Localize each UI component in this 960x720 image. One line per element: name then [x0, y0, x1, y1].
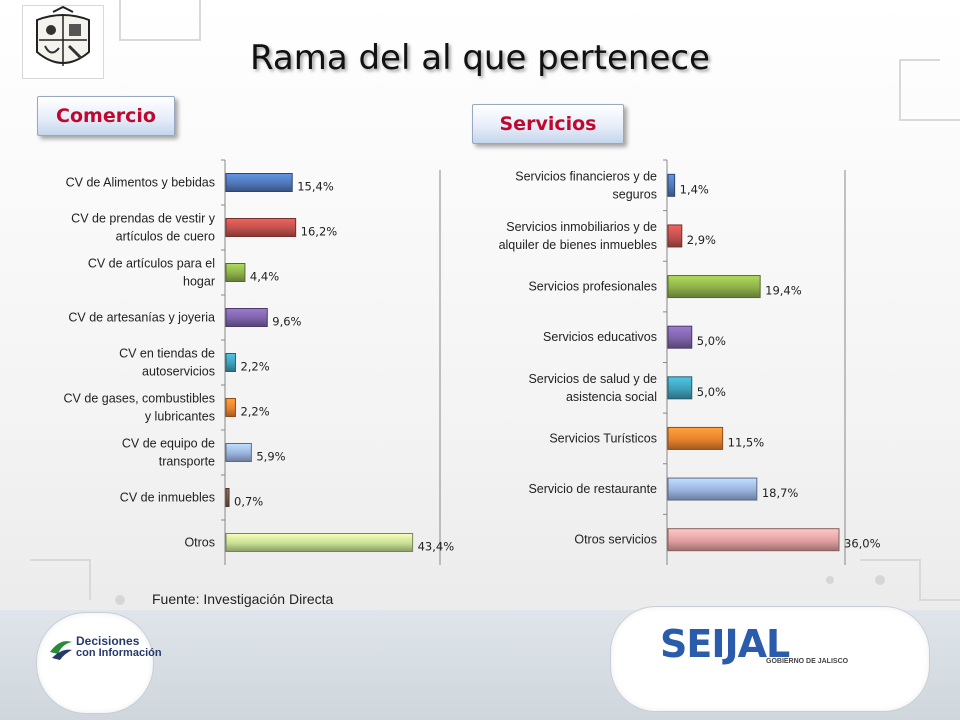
bar-1: [225, 173, 293, 192]
category-label: y lubricantes: [145, 410, 215, 424]
servicios-section-label: Servicios: [472, 104, 624, 144]
data-label: 19,4%: [765, 284, 802, 298]
data-label: 43,4%: [418, 540, 455, 554]
seijal-logo: SEIJAL: [660, 622, 790, 666]
category-label: alquiler de bienes inmuebles: [499, 238, 657, 252]
source-note: Fuente: Investigación Directa: [152, 591, 334, 607]
bar-2: [667, 224, 683, 248]
comercio-section-label: Comercio: [37, 96, 175, 136]
category-label: Otros: [184, 536, 215, 550]
category-label: Servicios educativos: [543, 330, 657, 344]
category-label: CV de inmuebles: [120, 491, 215, 505]
bar-7: [225, 443, 252, 462]
category-label: Servicios Turísticos: [549, 431, 657, 445]
footer-right-badge: [610, 606, 930, 712]
category-label: autoservicios: [142, 365, 215, 379]
bar-6: [225, 398, 236, 417]
comercio-bar-chart: 15,4% CV de Alimentos y bebidas 16,2% CV de…: [20, 159, 454, 570]
servicios-chart-svg: 1,4% Servicios financieros y de seguros 2,9…: [499, 159, 881, 565]
category-label: CV de Alimentos y bebidas: [66, 176, 215, 190]
bar-3: [667, 275, 761, 299]
servicios-bar-chart: 1,4% Servicios financieros y de seguros 2,9…: [440, 159, 881, 570]
category-label: Otros servicios: [574, 533, 657, 547]
category-label: CV de gases, combustibles: [64, 392, 215, 406]
bar-4: [667, 325, 693, 349]
category-label: Servicio de restaurante: [528, 482, 657, 496]
category-label: CV de artesanías y joyeria: [68, 311, 215, 325]
data-label: 16,2%: [301, 225, 338, 239]
bar-5: [225, 353, 236, 372]
data-label: 4,4%: [250, 270, 279, 284]
footer-left-badge: [36, 612, 154, 714]
data-label: 9,6%: [272, 315, 301, 329]
data-label: 2,9%: [687, 233, 716, 247]
category-label: seguros: [613, 187, 657, 201]
decisiones-logo: Decisiones con Información: [48, 634, 162, 668]
data-label: 0,7%: [234, 495, 263, 509]
category-label: Servicios de salud y de: [528, 372, 657, 386]
bar-3: [225, 263, 246, 282]
data-label: 2,2%: [240, 405, 269, 419]
category-label: hogar: [183, 275, 215, 289]
bar-6: [667, 426, 724, 450]
category-label: transporte: [159, 455, 215, 469]
category-label: CV de equipo de: [122, 437, 215, 451]
data-label: 5,0%: [697, 334, 726, 348]
bar-7: [667, 477, 758, 501]
data-label: 15,4%: [297, 180, 334, 194]
category-label: artículos de cuero: [116, 230, 215, 244]
category-label: asistencia social: [566, 390, 657, 404]
category-label: Servicios profesionales: [528, 280, 657, 294]
data-label: 2,2%: [240, 360, 269, 374]
decisiones-line2: con Información: [76, 647, 162, 659]
bar-1: [667, 173, 676, 197]
data-label: 36,0%: [844, 537, 881, 551]
data-label: 11,5%: [728, 435, 765, 449]
page-title: Rama del al que pertenece: [250, 38, 710, 78]
decisiones-line1: Decisiones: [76, 634, 140, 648]
bar-9: [225, 533, 414, 552]
comercio-chart-svg: 15,4% CV de Alimentos y bebidas 16,2% CV de…: [64, 159, 454, 565]
bar-5: [667, 376, 693, 400]
bar-4: [225, 308, 268, 327]
decisiones-swoosh-icon: [50, 641, 72, 660]
data-label: 1,4%: [680, 182, 709, 196]
category-label: Servicios inmobiliarios y de: [506, 220, 657, 234]
data-label: 5,9%: [256, 450, 285, 464]
bar-8: [667, 528, 840, 552]
bar-2: [225, 218, 297, 237]
category-label: CV en tiendas de: [119, 347, 215, 361]
data-label: 5,0%: [697, 385, 726, 399]
category-label: CV de prendas de vestir y: [71, 212, 216, 226]
category-label: Servicios financieros y de: [515, 169, 657, 183]
category-label: CV de artículos para el: [88, 257, 215, 271]
bar-8: [225, 488, 230, 507]
data-label: 18,7%: [762, 486, 799, 500]
coat-of-arms-logo: [22, 5, 104, 79]
seijal-subtitle: GOBIERNO DE JALISCO: [766, 658, 849, 665]
